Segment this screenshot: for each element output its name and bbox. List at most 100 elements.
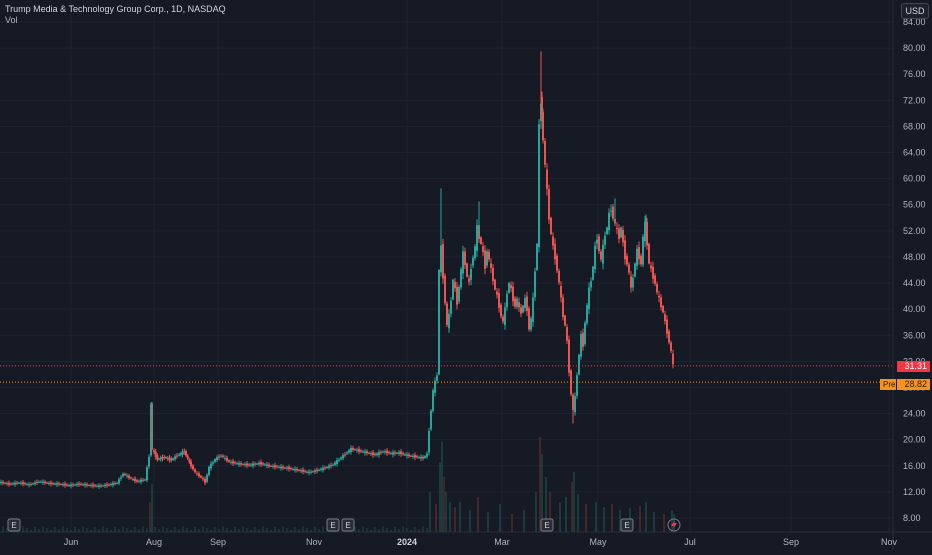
pre-market-label: Pre [880,379,896,390]
volume-bar [443,477,445,532]
volume-bar [210,530,212,532]
candle-body [232,461,234,464]
volume-bar [459,502,461,532]
candle-body [258,462,260,465]
volume-bar [314,527,316,532]
volume-bar [162,526,164,532]
y-tick-label: 44.00 [903,278,926,288]
symbol-title[interactable]: Trump Media & Technology Group Corp., 1D… [5,4,226,14]
candle-body [86,484,88,486]
volume-bar [62,526,64,532]
candle-body [646,221,648,246]
candle-body [558,271,560,283]
y-tick-label: 48.00 [903,252,926,262]
candle-body [254,463,256,465]
candle-body [8,482,10,485]
y-tick-label: 64.00 [903,148,926,158]
volume-bar [410,530,412,532]
volume-bar [426,528,428,532]
candle-body [18,482,20,484]
earnings-marker[interactable]: E [326,518,340,532]
volume-bar [254,527,256,532]
candle-body [400,451,402,455]
y-tick-label: 76.00 [903,69,926,79]
volume-bar [302,526,304,532]
candle-body [20,482,22,484]
candle-body [270,465,272,467]
candle-body [224,457,226,459]
candle-body [362,451,364,453]
volume-bar [441,442,443,532]
lightning-icon[interactable] [667,518,681,532]
earnings-marker[interactable]: E [620,518,634,532]
candle-body [338,459,340,461]
candle-body [326,466,328,468]
earnings-label: E [330,521,335,530]
volume-bar [639,506,641,532]
candle-body [352,447,354,450]
currency-button[interactable]: USD [901,3,929,19]
volume-bar [310,530,312,532]
candle-body [492,267,494,282]
candle-body [386,450,388,454]
candle-body [506,294,508,308]
candle-body [4,482,6,484]
candle-body [268,464,270,467]
volume-bar [422,526,424,532]
volume-bar [58,529,60,532]
volume-bar [541,454,543,532]
volume-bar [454,507,456,532]
volume-bar [290,530,292,532]
candle-body [350,447,352,452]
candle-body [618,228,620,239]
candle-body [312,471,314,473]
candle-body [272,465,274,467]
volume-bar [70,530,72,532]
candle-body [662,305,664,313]
volume-label[interactable]: Vol [5,15,18,25]
volume-bar [250,530,252,532]
candle-body [238,463,240,465]
candle-body [120,477,122,479]
volume-bar [242,526,244,532]
price-axis[interactable]: 84.00 80.00 76.00 72.00 68.00 64.00 60.00 56.00… [903,17,926,523]
candle-body [630,276,632,288]
candle-body [330,464,332,467]
candle-body [110,484,112,486]
candle-body [656,284,658,293]
volume-bar [439,462,441,532]
time-axis[interactable]: Jun Aug Sep Nov 2024 Mar May Jul Sep Nov [64,537,898,547]
earnings-marker[interactable]: E [341,518,355,532]
earnings-badge [620,518,634,532]
x-tick-label: Nov [306,537,323,547]
volume-bar [106,528,108,532]
candle-body [436,375,438,381]
volume-bar [170,530,172,532]
candle-body [510,285,512,289]
volume-bar [74,527,76,532]
candle-body [610,210,612,212]
candle-body [632,277,634,288]
candle-body [118,479,120,484]
earnings-marker[interactable]: E [7,518,21,532]
volume-bar [234,527,236,532]
candle-body [198,473,200,477]
candle-body [304,470,306,472]
candle-body [548,189,550,220]
volume-bar [266,528,268,532]
candle-body [278,466,280,468]
candle-body [84,484,86,486]
candle-body [242,464,244,466]
candle-body [82,484,84,486]
earnings-marker[interactable]: E [540,518,554,532]
candle-body [196,473,198,475]
volume-bar [306,528,308,532]
volume-bar [386,528,388,532]
candle-body [366,451,368,454]
volume-bar [134,527,136,532]
candle-body [68,485,70,487]
volume-bar [102,526,104,532]
